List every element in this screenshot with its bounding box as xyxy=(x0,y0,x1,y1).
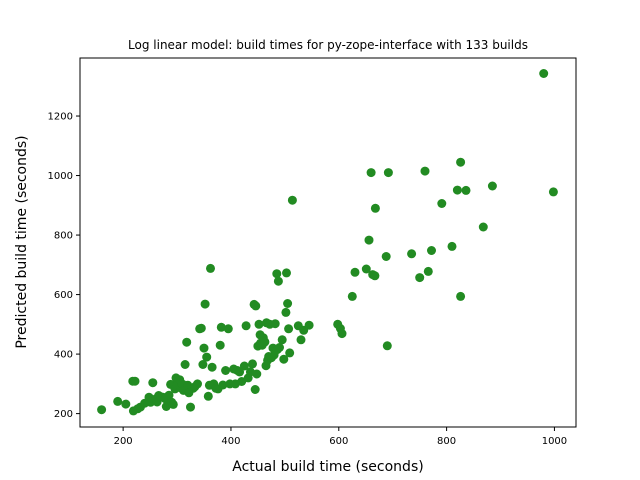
data-point-110 xyxy=(364,235,374,245)
data-point-122 xyxy=(427,246,436,255)
x-axis-label: Actual build time (seconds) xyxy=(232,459,423,475)
y-tick-label-1200: 1200 xyxy=(48,112,73,123)
data-point-4 xyxy=(130,376,140,386)
data-point-108 xyxy=(350,267,360,277)
data-point-118 xyxy=(407,249,417,259)
data-point-130 xyxy=(487,181,497,191)
data-point-115 xyxy=(381,252,391,261)
data-point-87 xyxy=(270,319,280,329)
data-point-125 xyxy=(452,185,462,195)
data-point-41 xyxy=(198,360,208,369)
y-tick-label-200: 200 xyxy=(54,409,73,420)
data-point-71 xyxy=(252,369,262,379)
data-point-121 xyxy=(423,266,433,276)
data-point-95 xyxy=(282,268,291,278)
data-point-106 xyxy=(337,329,347,339)
data-point-44 xyxy=(202,352,212,362)
data-point-129 xyxy=(478,222,488,232)
data-point-11 xyxy=(148,378,158,388)
x-tick-label-800: 800 xyxy=(437,436,456,447)
data-point-101 xyxy=(296,335,306,345)
data-point-22 xyxy=(168,399,178,409)
data-point-126 xyxy=(456,291,466,301)
data-point-96 xyxy=(283,299,293,308)
data-point-114 xyxy=(370,271,380,281)
y-axis: 200 400 600 800 1000 1200 xyxy=(48,112,80,420)
data-point-54 xyxy=(218,380,228,390)
plot-frame xyxy=(79,57,577,428)
data-point-90 xyxy=(273,276,283,286)
x-tick-label-600: 600 xyxy=(329,436,348,447)
data-point-98 xyxy=(285,348,295,358)
data-point-93 xyxy=(279,354,289,364)
data-points xyxy=(97,69,558,416)
x-tick-label-400: 400 xyxy=(221,436,240,447)
y-tick-label-800: 800 xyxy=(54,231,73,242)
data-point-52 xyxy=(215,340,225,350)
data-point-53 xyxy=(216,322,226,332)
data-point-63 xyxy=(239,361,249,371)
data-point-92 xyxy=(277,335,287,345)
y-tick-label-1000: 1000 xyxy=(48,171,73,182)
data-point-0 xyxy=(97,405,107,415)
data-point-56 xyxy=(223,324,233,334)
data-point-111 xyxy=(366,168,376,178)
data-point-113 xyxy=(370,203,380,213)
data-point-2 xyxy=(121,399,131,409)
data-point-88 xyxy=(272,269,282,279)
data-point-127 xyxy=(456,157,466,167)
data-point-45 xyxy=(203,391,213,401)
data-point-116 xyxy=(382,341,392,351)
data-point-35 xyxy=(186,402,195,412)
data-point-19 xyxy=(164,390,174,400)
data-point-42 xyxy=(199,343,209,353)
data-point-31 xyxy=(180,360,190,369)
x-tick-label-200: 200 xyxy=(114,436,133,447)
chart-title: Log linear model: build times for py-zop… xyxy=(128,38,528,52)
data-point-43 xyxy=(200,299,210,309)
data-point-78 xyxy=(260,337,270,347)
data-point-123 xyxy=(437,199,447,208)
data-point-119 xyxy=(415,273,425,283)
data-point-97 xyxy=(284,324,294,334)
data-point-99 xyxy=(287,195,297,205)
data-point-73 xyxy=(254,319,264,329)
y-tick-label-600: 600 xyxy=(54,290,73,301)
data-point-1 xyxy=(113,396,123,406)
data-point-94 xyxy=(281,307,291,317)
data-point-32 xyxy=(182,337,192,347)
data-point-131 xyxy=(539,69,549,78)
data-point-120 xyxy=(420,166,430,176)
data-point-124 xyxy=(447,241,457,251)
y-axis-label: Predicted build time (seconds) xyxy=(14,135,30,348)
y-tick-label-400: 400 xyxy=(54,350,73,361)
data-point-128 xyxy=(461,185,471,195)
data-point-109 xyxy=(361,264,371,274)
data-point-69 xyxy=(250,385,260,394)
data-point-117 xyxy=(383,168,393,178)
data-point-47 xyxy=(206,263,215,273)
data-point-67 xyxy=(248,359,257,369)
data-point-70 xyxy=(251,301,261,311)
x-axis: 200 400 600 800 1000 xyxy=(114,427,567,447)
data-point-103 xyxy=(304,320,314,330)
data-point-40 xyxy=(196,323,206,333)
data-point-55 xyxy=(221,366,231,375)
x-tick-label-1000: 1000 xyxy=(542,436,567,447)
data-point-38 xyxy=(193,379,202,389)
data-point-91 xyxy=(275,343,284,352)
data-point-64 xyxy=(241,321,251,331)
data-point-107 xyxy=(347,291,357,301)
data-point-48 xyxy=(207,362,217,372)
data-point-132 xyxy=(548,187,558,197)
